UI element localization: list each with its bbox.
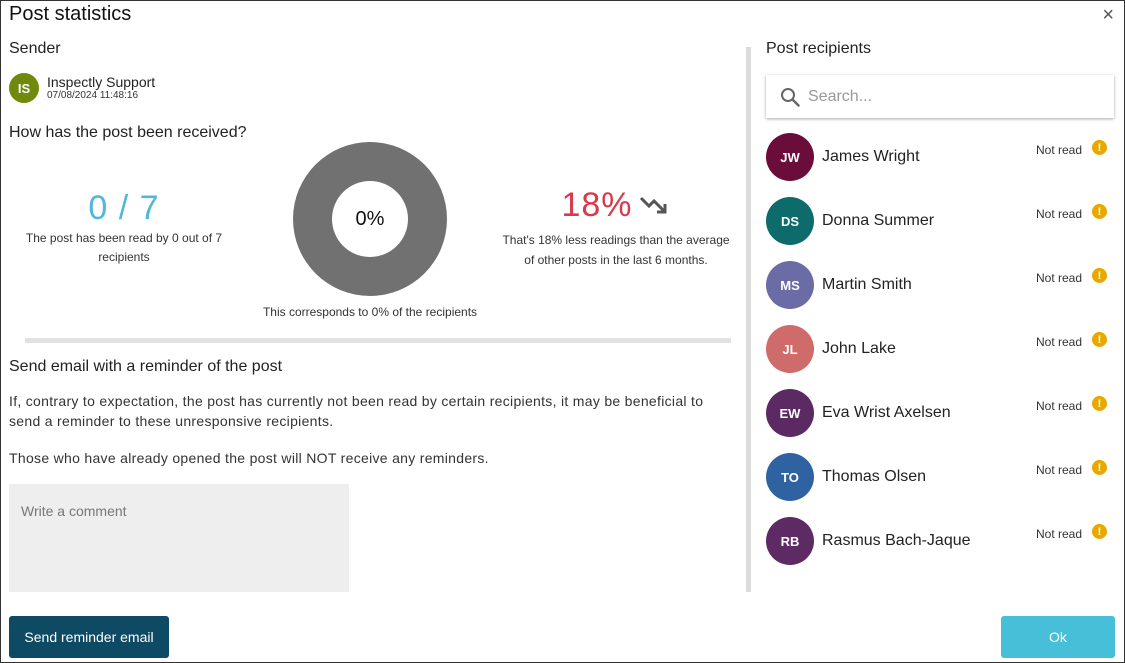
comment-field[interactable] bbox=[9, 484, 349, 592]
recipient-row[interactable]: TO Thomas Olsen Not read! bbox=[766, 445, 1116, 509]
trend-value: 18% bbox=[561, 186, 633, 224]
warning-icon: ! bbox=[1092, 396, 1107, 411]
dialog-title: Post statistics bbox=[9, 3, 132, 25]
recipient-row[interactable]: EW Eva Wrist Axelsen Not read! bbox=[766, 381, 1116, 445]
search-icon bbox=[781, 87, 800, 107]
warning-icon: ! bbox=[1092, 268, 1107, 283]
read-count-block: 0 / 7 The post has been read by 0 out of… bbox=[9, 189, 239, 267]
sender-avatar: IS bbox=[9, 73, 39, 103]
recipient-status: Not read bbox=[1036, 399, 1083, 413]
recipient-status: Not read bbox=[1036, 207, 1083, 221]
panel-divider bbox=[746, 47, 751, 592]
donut-ring: 0% bbox=[293, 142, 447, 296]
trend-description: That's 18% less readings than the averag… bbox=[502, 233, 730, 267]
read-count: 0 / 7 bbox=[88, 189, 160, 227]
donut-percent-label: 0% bbox=[332, 181, 408, 257]
recipient-avatar: MS bbox=[766, 261, 814, 309]
recipient-avatar: JL bbox=[766, 325, 814, 373]
recipient-name: Martin Smith bbox=[822, 276, 912, 293]
warning-icon: ! bbox=[1092, 460, 1107, 475]
read-count-description: The post has been read by 0 out of 7 rec… bbox=[25, 231, 223, 264]
recipient-list: JW James Wright Not read! DS Donna Summer Not… bbox=[766, 125, 1116, 573]
warning-icon: ! bbox=[1092, 332, 1107, 347]
recipient-status: Not read bbox=[1036, 335, 1083, 349]
warning-icon: ! bbox=[1092, 524, 1107, 539]
trend-block: 18% That's 18% less readings than the av… bbox=[501, 185, 731, 270]
recipient-status: Not read bbox=[1036, 463, 1083, 477]
recipient-name: Donna Summer bbox=[822, 212, 935, 229]
recipient-status: Not read bbox=[1036, 527, 1083, 541]
section-divider bbox=[25, 338, 731, 343]
reminder-heading: Send email with a reminder of the post bbox=[9, 358, 283, 375]
recipient-avatar: RB bbox=[766, 517, 814, 565]
recipient-status: Not read bbox=[1036, 143, 1083, 157]
recipient-row[interactable]: RB Rasmus Bach-Jaque Not read! bbox=[766, 509, 1116, 573]
recipient-avatar: TO bbox=[766, 453, 814, 501]
donut-caption: This corresponds to 0% of the recipients bbox=[262, 305, 478, 319]
recipient-avatar: EW bbox=[766, 389, 814, 437]
ok-button[interactable]: Ok bbox=[1001, 616, 1115, 658]
trend-row: 18% bbox=[501, 185, 731, 225]
read-donut-chart: 0% bbox=[293, 142, 447, 296]
recipient-name: Eva Wrist Axelsen bbox=[822, 404, 951, 421]
close-icon[interactable]: × bbox=[1102, 4, 1114, 26]
recipient-avatar: DS bbox=[766, 197, 814, 245]
search-input[interactable] bbox=[808, 87, 1098, 106]
sender-heading: Sender bbox=[9, 40, 61, 57]
recipients-heading: Post recipients bbox=[766, 40, 871, 57]
warning-icon: ! bbox=[1092, 140, 1107, 155]
recipient-name: John Lake bbox=[822, 340, 896, 357]
recipient-row[interactable]: JL John Lake Not read! bbox=[766, 317, 1116, 381]
recipient-name: James Wright bbox=[822, 148, 920, 165]
warning-icon: ! bbox=[1092, 204, 1107, 219]
send-reminder-button[interactable]: Send reminder email bbox=[9, 616, 169, 658]
sender-name: Inspectly Support bbox=[47, 74, 156, 90]
reminder-note: Those who have already opened the post w… bbox=[9, 450, 489, 466]
reminder-text: If, contrary to expectation, the post ha… bbox=[9, 393, 704, 429]
recipient-status: Not read bbox=[1036, 271, 1083, 285]
recipient-name: Thomas Olsen bbox=[822, 468, 927, 485]
sender: IS Inspectly Support 07/08/2024 11:48:16 bbox=[9, 73, 155, 103]
sender-info: Inspectly Support 07/08/2024 11:48:16 bbox=[47, 74, 156, 102]
recipient-avatar: JW bbox=[766, 133, 814, 181]
stats-heading: How has the post been received? bbox=[9, 124, 247, 141]
recipient-search bbox=[766, 75, 1114, 118]
recipient-name: Rasmus Bach-Jaque bbox=[822, 532, 971, 549]
recipient-row[interactable]: MS Martin Smith Not read! bbox=[766, 253, 1116, 317]
sender-timestamp: 07/08/2024 11:48:16 bbox=[47, 90, 139, 101]
recipient-row[interactable]: JW James Wright Not read! bbox=[766, 125, 1116, 189]
recipient-row[interactable]: DS Donna Summer Not read! bbox=[766, 189, 1116, 253]
trending-down-icon bbox=[639, 196, 667, 214]
